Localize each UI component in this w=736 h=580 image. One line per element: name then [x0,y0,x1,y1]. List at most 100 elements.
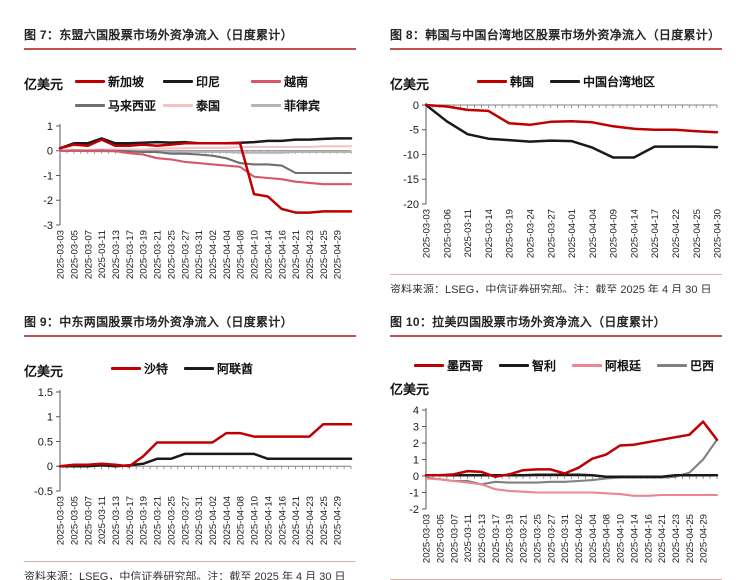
svg-text:2025-03-19: 2025-03-19 [505,514,516,563]
svg-text:-15: -15 [403,174,419,186]
figure-10-header: 亿美元 墨西哥 智利 阿根廷 巴西 [390,355,722,398]
legend-label: 阿根廷 [605,359,642,373]
svg-text:2025-04-23: 2025-04-23 [305,230,316,279]
svg-text:2025-04-16: 2025-04-16 [643,514,654,563]
svg-text:2025-04-09: 2025-04-09 [609,209,620,258]
source-note: 资料来源：LSEG，中信证券研究部。注：截至 2025 年 4 月 30 日 [390,274,722,293]
svg-text:2025-04-25: 2025-04-25 [319,230,330,279]
svg-text:2025-04-21: 2025-04-21 [291,230,302,279]
svg-text:0.5: 0.5 [38,436,53,448]
svg-text:-5: -5 [409,125,419,137]
legend-item: 阿根廷 [572,357,641,374]
svg-text:2: 2 [413,438,419,450]
svg-text:2025-04-02: 2025-04-02 [574,514,585,563]
svg-text:2025-03-13: 2025-03-13 [477,514,488,563]
legend-item: 阿联酋 [184,360,253,377]
legend-line-swatch-icon [111,366,142,371]
legend-label: 中国台湾地区 [583,75,656,89]
legend-item: 韩国 [477,73,534,90]
svg-text:2025-04-02: 2025-04-02 [208,230,219,279]
legend-item: 墨西哥 [414,357,483,374]
svg-text:0: 0 [413,471,419,483]
legend-item: 巴西 [657,357,714,374]
legend-label: 泰国 [196,99,221,113]
svg-text:2025-04-08: 2025-04-08 [602,514,613,563]
figure-9-title: 图 9：中东两国股票市场外资净流入（日度累计） [24,313,356,337]
svg-text:2025-03-14: 2025-03-14 [484,208,495,258]
svg-text:2025-04-04: 2025-04-04 [588,208,599,258]
figure-9-header: 亿美元 沙特 阿联酋 [24,358,356,380]
figure-8-header: 亿美元 韩国 中国台湾地区 [390,71,722,93]
svg-text:2025-04-14: 2025-04-14 [264,229,275,279]
svg-text:-3: -3 [43,220,53,232]
legend-line-swatch-icon [75,79,106,84]
svg-text:2025-03-03: 2025-03-03 [422,514,433,563]
svg-text:2025-03-17: 2025-03-17 [125,230,136,279]
svg-text:2025-03-11: 2025-03-11 [463,514,474,562]
svg-text:2025-03-03: 2025-03-03 [56,230,67,279]
svg-text:2025-03-13: 2025-03-13 [111,496,122,545]
legend-line-swatch-icon [572,363,603,368]
svg-text:4: 4 [413,405,419,417]
legend-item: 印尼 [163,73,251,90]
svg-text:2025-03-07: 2025-03-07 [83,230,94,279]
svg-text:2025-03-11: 2025-03-11 [97,496,108,544]
svg-text:2025-03-25: 2025-03-25 [167,230,178,279]
svg-text:2025-03-06: 2025-03-06 [442,209,453,258]
legend-line-swatch-icon [499,363,530,368]
svg-text:2025-04-25: 2025-04-25 [692,209,703,258]
svg-text:2025-03-19: 2025-03-19 [505,209,516,258]
svg-text:2025-03-05: 2025-03-05 [436,514,447,563]
figure-7-header: 亿美元 新加坡 印尼 越南 马来西亚 泰国 菲律宾 [24,71,356,114]
svg-text:2025-03-19: 2025-03-19 [139,496,150,545]
svg-text:2025-04-29: 2025-04-29 [699,514,710,563]
y-axis-unit-label: 亿美元 [24,77,64,92]
svg-text:2025-04-23: 2025-04-23 [305,496,316,545]
svg-text:2025-03-05: 2025-03-05 [70,496,81,545]
legend-label: 智利 [532,359,557,373]
svg-text:2025-04-08: 2025-04-08 [236,496,247,545]
svg-text:2025-03-17: 2025-03-17 [125,496,136,545]
svg-text:2025-04-22: 2025-04-22 [671,209,682,258]
legend-line-swatch-icon [251,79,282,84]
y-axis-unit-label: 亿美元 [390,382,430,397]
svg-text:2025-03-03: 2025-03-03 [422,209,433,258]
y-axis-unit-label: 亿美元 [390,77,430,92]
svg-text:0: 0 [47,146,53,158]
svg-text:2025-03-17: 2025-03-17 [491,514,502,563]
svg-text:-2: -2 [409,504,419,516]
svg-text:2025-04-04: 2025-04-04 [222,229,233,279]
svg-text:-2: -2 [43,195,53,207]
legend-item: 马来西亚 [75,97,163,114]
svg-text:2025-03-31: 2025-03-31 [560,514,571,563]
legend-item: 智利 [499,357,556,374]
svg-text:2025-04-04: 2025-04-04 [588,513,599,563]
svg-text:-20: -20 [403,199,419,211]
legend-line-swatch-icon [184,366,215,371]
figure-9-panel: 图 9：中东两国股票市场外资净流入（日度累计） 亿美元 沙特 阿联酋 1.5 1 0.… [6,293,364,580]
svg-text:0: 0 [47,461,53,473]
svg-text:2025-04-01: 2025-04-01 [567,209,578,258]
legend-label: 巴西 [690,359,715,373]
chart-legend: 墨西哥 智利 阿根廷 巴西 [414,355,714,374]
svg-text:2025-04-23: 2025-04-23 [671,514,682,563]
legend-line-swatch-icon [550,79,581,84]
svg-text:2025-03-31: 2025-03-31 [194,230,205,279]
svg-text:2025-03-11: 2025-03-11 [463,209,474,257]
legend-line-swatch-icon [477,79,508,84]
svg-text:2025-04-25: 2025-04-25 [319,496,330,545]
svg-text:2025-04-08: 2025-04-08 [236,230,247,279]
legend-label: 墨西哥 [447,359,484,373]
svg-text:2025-03-25: 2025-03-25 [533,514,544,563]
svg-text:2025-04-25: 2025-04-25 [685,514,696,563]
svg-text:2025-04-16: 2025-04-16 [277,230,288,279]
svg-text:2025-03-31: 2025-03-31 [194,496,205,545]
svg-text:2025-03-21: 2025-03-21 [153,230,164,279]
svg-text:2025-03-07: 2025-03-07 [83,496,94,545]
legend-item: 沙特 [111,360,168,377]
chart-legend: 韩国 中国台湾地区 [477,71,655,90]
legend-label: 韩国 [510,75,535,89]
